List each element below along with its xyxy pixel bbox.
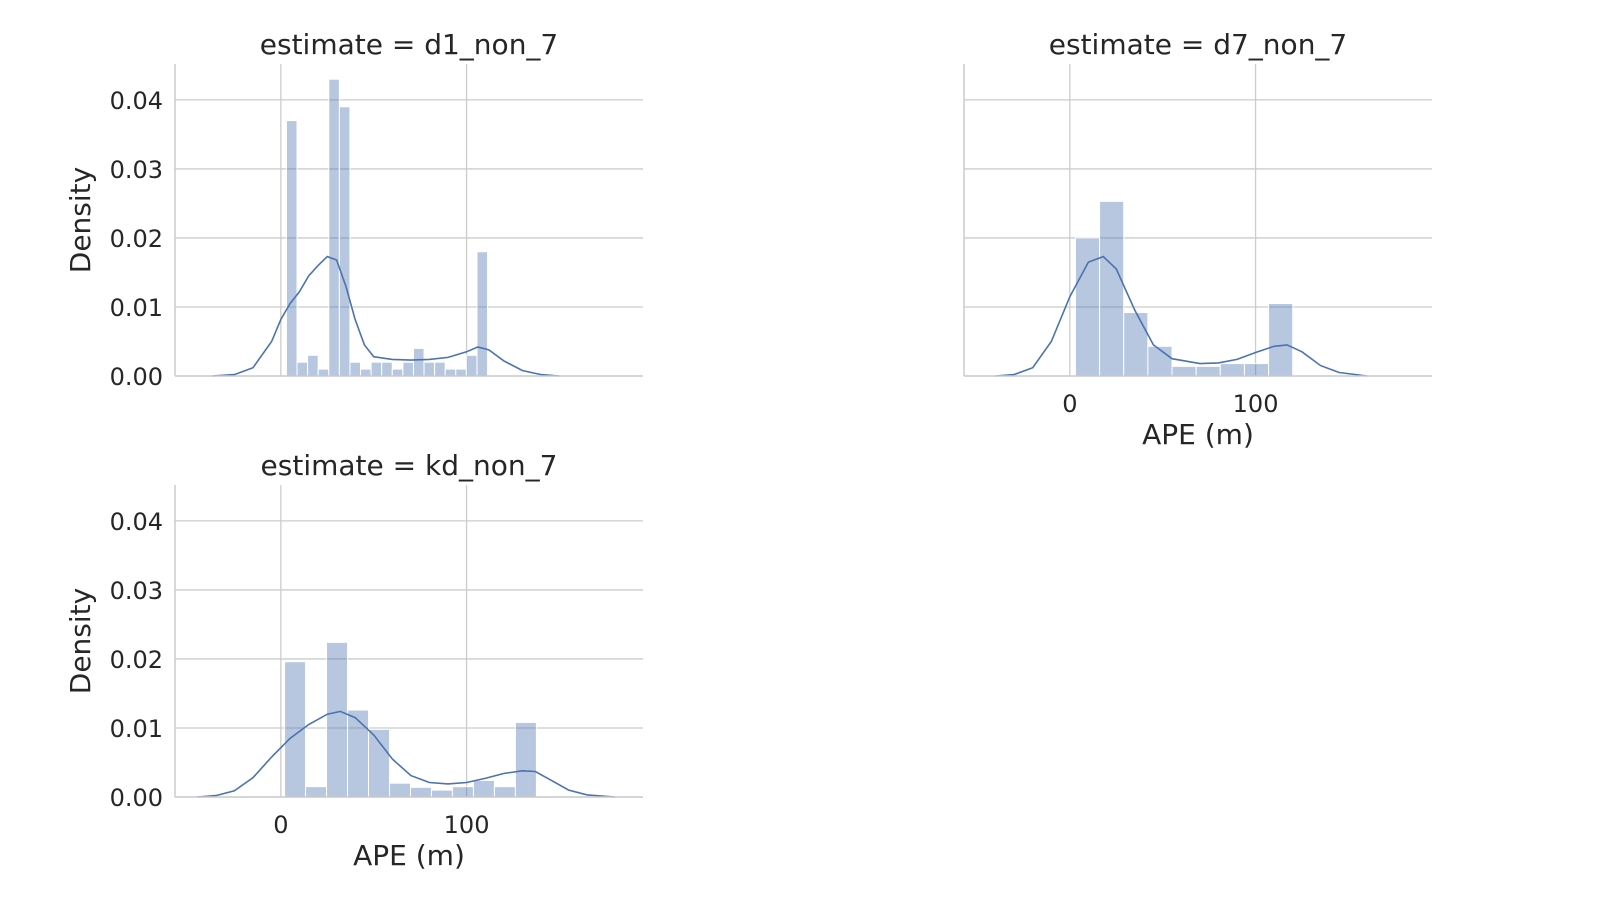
histogram-bar: [493, 786, 516, 798]
histogram-bar: [434, 361, 446, 377]
y-tick-label: 0.03: [110, 577, 163, 605]
histogram-bar: [296, 361, 309, 377]
panel-title: estimate = d7_non_7: [1049, 28, 1348, 61]
facet-panel-1: estimate = d1_non_7 0.00 0.01 0.02 0.03 0.04 D…: [64, 28, 643, 391]
histogram-bar: [349, 361, 362, 377]
y-tick-label: 0.01: [110, 294, 163, 322]
histogram-bar: [370, 361, 383, 377]
histogram-bar: [430, 789, 453, 798]
histogram-bar: [317, 368, 330, 377]
facet-panel-3: estimate = kd_non_7 0.00 0.01 0.02 0.03 0.04 0…: [64, 449, 643, 872]
histogram-bar: [307, 354, 319, 377]
histogram-bar: [1171, 365, 1197, 377]
y-tick-label: 0.02: [110, 225, 163, 253]
histogram-bar: [455, 368, 467, 377]
panel-title: estimate = kd_non_7: [261, 449, 558, 482]
x-axis-label: APE (m): [1142, 418, 1254, 451]
histogram-bar: [444, 368, 457, 377]
histogram-bar: [423, 361, 436, 377]
x-tick-label: 0: [273, 811, 288, 839]
histogram-bar: [514, 721, 537, 798]
histogram-bar: [328, 78, 340, 377]
histogram-bar: [360, 368, 372, 377]
histogram-bar: [381, 361, 393, 377]
kde-curve: [197, 710, 616, 798]
y-tick-label: 0.04: [110, 87, 163, 115]
y-tick-label: 0.03: [110, 156, 163, 184]
histogram-bar: [305, 786, 328, 798]
y-axis-label: Density: [64, 588, 97, 694]
histogram-bar: [347, 709, 370, 798]
histogram-bar: [472, 779, 495, 798]
histogram-bar: [285, 120, 298, 377]
kde-curve: [212, 255, 560, 377]
histogram-bar: [451, 786, 474, 798]
histogram-bar: [391, 368, 404, 377]
histogram-bar: [326, 641, 349, 798]
x-axis-label: APE (m): [353, 839, 465, 872]
histogram-bar: [1219, 363, 1245, 377]
histogram-bar: [402, 361, 414, 377]
histogram-bar: [476, 251, 489, 377]
histogram-bar: [1195, 365, 1221, 377]
y-tick-label: 0.01: [110, 715, 163, 743]
histogram-bar: [1147, 345, 1173, 377]
histogram-bar: [368, 728, 390, 798]
kde-curve: [995, 255, 1368, 377]
histogram-bar: [1268, 303, 1294, 377]
histogram-bar: [465, 354, 478, 377]
histogram-bar: [1243, 363, 1270, 377]
histogram-bar: [338, 106, 351, 377]
y-tick-label: 0.02: [110, 646, 163, 674]
x-tick-label: 100: [444, 811, 490, 839]
x-tick-label: 100: [1233, 390, 1279, 418]
panel-title: estimate = d1_non_7: [260, 28, 559, 61]
histogram-bar: [409, 786, 432, 798]
y-tick-label: 0.00: [110, 784, 163, 812]
y-tick-label: 0.00: [110, 363, 163, 391]
histogram-bar: [1123, 311, 1149, 377]
y-tick-label: 0.04: [110, 508, 163, 536]
histogram-bar: [412, 347, 425, 377]
x-tick-label: 0: [1062, 390, 1077, 418]
histogram-bar: [1099, 200, 1125, 377]
histogram-bar: [389, 782, 411, 798]
y-axis-label: Density: [64, 167, 97, 273]
